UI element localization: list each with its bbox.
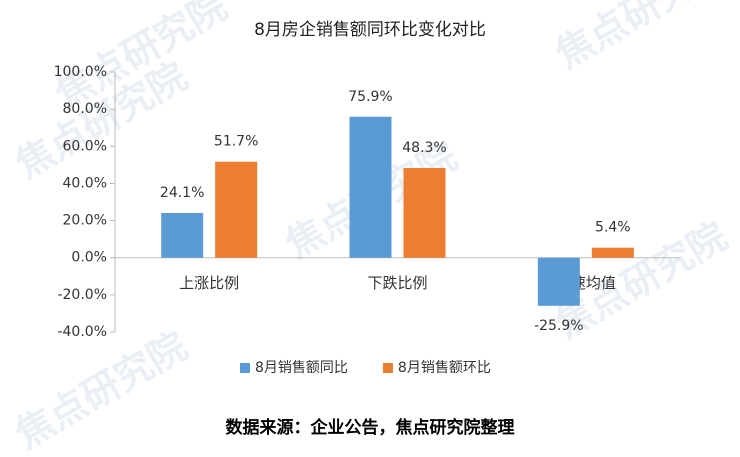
y-tick-label: 20.0% <box>63 213 107 229</box>
y-tick-label: 0.0% <box>71 250 107 266</box>
data-label: 75.9% <box>348 89 392 105</box>
bar <box>591 247 634 258</box>
legend-swatch <box>382 363 393 373</box>
x-tick-label: 上涨比例 <box>179 274 239 292</box>
data-label: -25.9% <box>534 318 584 334</box>
data-label: 24.1% <box>160 185 204 201</box>
bar <box>161 212 204 258</box>
bar <box>403 168 446 258</box>
y-tick-label: 100.0% <box>54 64 107 80</box>
source-note: 数据来源：企业公告，焦点研究院整理 <box>226 417 515 438</box>
y-tick-label: -40.0% <box>57 324 107 340</box>
x-tick-label: 下跌比例 <box>367 274 427 292</box>
data-label: 48.3% <box>402 140 446 156</box>
y-tick-label: 80.0% <box>63 101 107 117</box>
data-label: 51.7% <box>214 134 258 150</box>
bar <box>537 257 580 306</box>
y-tick-label: 60.0% <box>63 138 107 154</box>
chart-title: 8月房企销售额同环比变化对比 <box>254 20 486 40</box>
data-label: 5.4% <box>595 220 631 236</box>
bar <box>349 116 392 258</box>
legend-label: 8月销售额环比 <box>398 360 491 376</box>
y-tick-label: 40.0% <box>63 175 107 191</box>
y-tick-label: -20.0% <box>57 287 107 303</box>
legend-label: 8月销售额同比 <box>255 360 348 376</box>
legend-swatch <box>240 363 250 373</box>
bar <box>215 161 258 258</box>
